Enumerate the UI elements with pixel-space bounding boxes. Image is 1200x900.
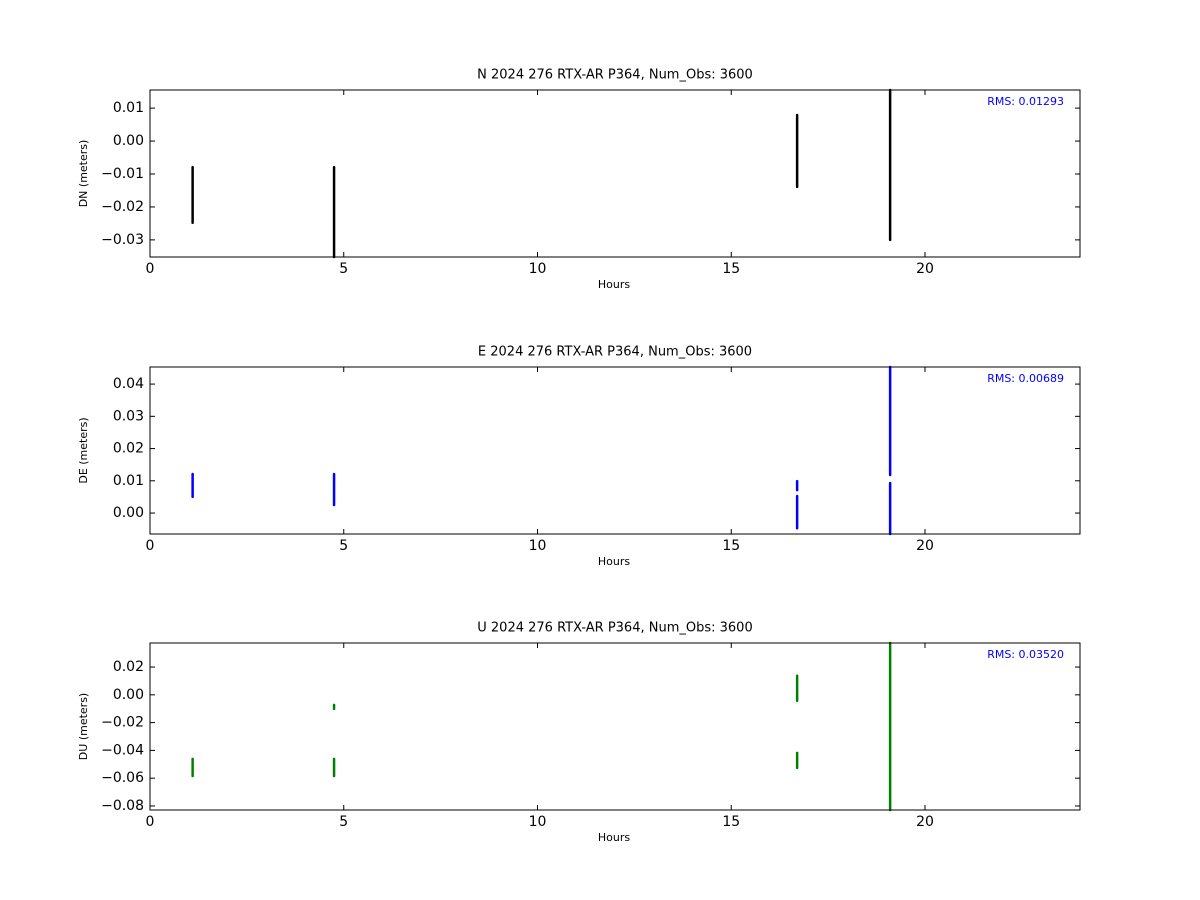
y-axis-label: DU (meters) xyxy=(77,693,90,760)
x-tick-label: 15 xyxy=(722,538,740,554)
y-tick-label: −0.08 xyxy=(101,798,144,814)
x-tick-label: 20 xyxy=(916,538,934,554)
x-tick-label: 5 xyxy=(339,261,348,277)
data-line xyxy=(191,88,892,259)
rms-annotation: RMS: 0.03520 xyxy=(987,648,1064,661)
y-tick-label: −0.02 xyxy=(101,199,144,215)
y-tick-label: 0.01 xyxy=(113,473,144,489)
x-axis-label: Hours xyxy=(598,278,630,291)
axes-frame xyxy=(149,366,1081,535)
panel-title: U 2024 276 RTX-AR P364, Num_Obs: 3600 xyxy=(477,621,752,636)
y-tick-label: 0.03 xyxy=(113,408,144,424)
data-line xyxy=(191,365,892,536)
y-tick-label: 0.01 xyxy=(113,100,144,116)
data-line xyxy=(191,641,892,812)
y-tick-label: −0.02 xyxy=(101,715,144,731)
y-tick-label: −0.01 xyxy=(101,166,144,182)
rms-annotation: RMS: 0.01293 xyxy=(987,95,1064,108)
y-tick-label: −0.06 xyxy=(101,770,144,786)
y-tick-label: 0.04 xyxy=(113,376,144,392)
axes-frame xyxy=(149,89,1081,258)
x-axis-label: Hours xyxy=(598,555,630,568)
x-tick-label: 10 xyxy=(529,538,547,554)
x-tick-label: 15 xyxy=(722,814,740,830)
y-axis-label: DN (meters) xyxy=(77,140,90,208)
y-tick-label: 0.02 xyxy=(113,659,144,675)
axes-frame xyxy=(149,642,1081,811)
y-axis-label: DE (meters) xyxy=(77,417,90,483)
x-tick-label: 0 xyxy=(146,538,155,554)
x-tick-label: 20 xyxy=(916,814,934,830)
x-tick-label: 5 xyxy=(339,814,348,830)
y-tick-label: 0.00 xyxy=(113,687,144,703)
x-tick-label: 15 xyxy=(722,261,740,277)
rms-annotation: RMS: 0.00689 xyxy=(987,372,1064,385)
x-axis-label: Hours xyxy=(598,831,630,844)
x-tick-label: 10 xyxy=(529,814,547,830)
panel-title: E 2024 276 RTX-AR P364, Num_Obs: 3600 xyxy=(478,345,752,360)
x-tick-label: 0 xyxy=(146,814,155,830)
x-tick-label: 10 xyxy=(529,261,547,277)
y-tick-label: −0.04 xyxy=(101,742,144,758)
x-tick-label: 20 xyxy=(916,261,934,277)
panel-title: N 2024 276 RTX-AR P364, Num_Obs: 3600 xyxy=(477,68,753,83)
x-tick-label: 0 xyxy=(146,261,155,277)
x-tick-label: 5 xyxy=(339,538,348,554)
y-tick-label: 0.00 xyxy=(113,505,144,521)
y-tick-label: −0.03 xyxy=(101,232,144,248)
y-tick-label: 0.02 xyxy=(113,441,144,457)
y-tick-label: 0.00 xyxy=(113,133,144,149)
